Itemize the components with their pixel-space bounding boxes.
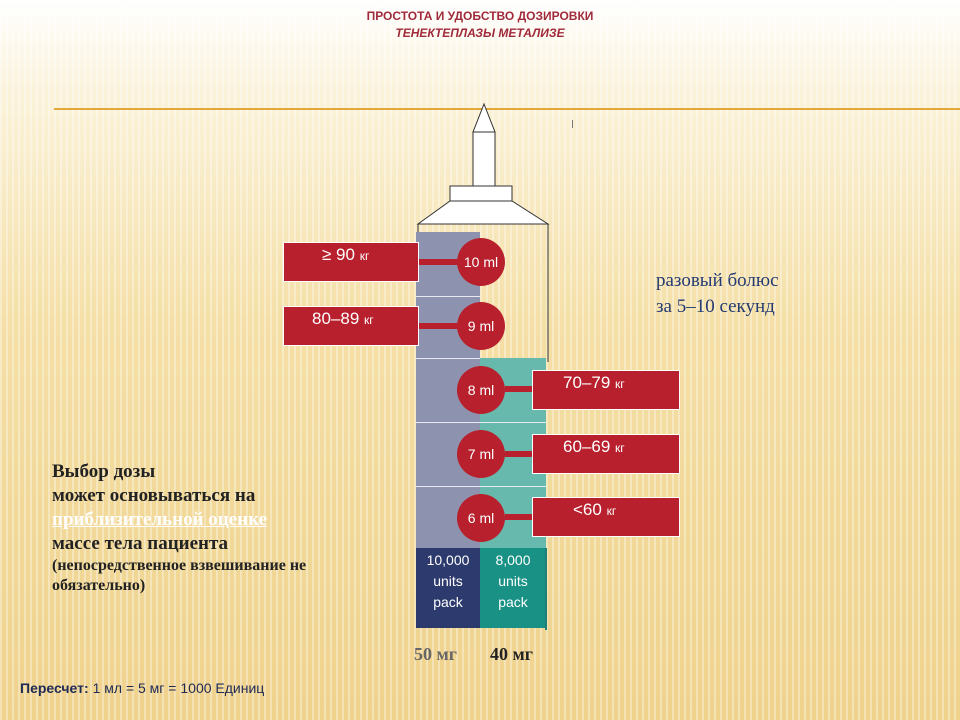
weight-box-90: ≥ 90 кг — [283, 242, 419, 282]
pack-left-line2: units — [433, 573, 463, 589]
connector — [505, 451, 535, 457]
bolus-note: разовый болюс за 5–10 секунд — [656, 268, 779, 320]
dose-circle-7ml: 7 ml — [457, 430, 505, 478]
choice-line6: обязательно) — [52, 577, 146, 594]
weight-unit: кг — [359, 249, 370, 263]
choice-line2: может основываться на — [52, 485, 256, 506]
pack-right-line1: 8,000 — [495, 552, 531, 568]
mg-label-left: 50 мг — [414, 644, 457, 664]
dose-circle-6ml: 6 ml — [457, 494, 505, 542]
choice-line5: (непосредственное взвешивание не — [52, 557, 307, 574]
syringe-needle — [472, 131, 496, 187]
graduation-separator — [416, 358, 480, 359]
weight-label: ≥ 90 — [322, 245, 355, 264]
choice-line1: Выбор дозы — [52, 461, 156, 482]
pack-left-line3: pack — [433, 594, 463, 610]
conversion-text: 1 мл = 5 мг = 1000 Единиц — [92, 680, 265, 696]
weight-unit: кг — [615, 377, 625, 391]
pack-right-line2: units — [498, 573, 528, 589]
weight-box-70-79: 70–79 кг — [532, 370, 680, 410]
tick-mark — [572, 120, 573, 128]
weight-label: <60 — [573, 500, 602, 519]
weight-label: 60–69 — [563, 437, 611, 456]
pack-right-line3: pack — [498, 594, 528, 610]
weight-unit: кг — [606, 504, 617, 518]
graduation-separator — [416, 296, 480, 297]
conversion-note: Пересчет: 1 мл = 5 мг = 1000 Единиц — [20, 680, 264, 696]
weight-unit: кг — [364, 313, 374, 327]
teal-edge — [545, 548, 547, 630]
mg-label-right: 40 мг — [490, 644, 533, 664]
weight-box-80-89: 80–89 кг — [283, 306, 419, 346]
syringe-shoulder — [416, 200, 550, 225]
graduation-separator — [416, 422, 546, 423]
choice-line3: приблизительной оценке — [52, 509, 268, 530]
conversion-label: Пересчет: — [20, 680, 89, 696]
weight-label: 70–79 — [563, 373, 611, 392]
syringe-needle-tip — [472, 102, 496, 133]
bolus-line2: за 5–10 секунд — [656, 296, 775, 317]
bolus-line1: разовый болюс — [656, 270, 779, 291]
weight-box-under-60: <60 кг — [532, 497, 680, 537]
dose-circle-10ml: 10 ml — [457, 238, 505, 286]
connector — [505, 514, 535, 520]
choice-line4: массе тела пациента — [52, 533, 229, 554]
syringe-hub — [449, 185, 513, 202]
weight-unit: кг — [615, 441, 625, 455]
pack-left-line1: 10,000 — [426, 552, 470, 568]
accent-line — [54, 108, 960, 110]
dose-choice-note: Выбор дозы может основываться на приблиз… — [52, 460, 306, 596]
dose-circle-9ml: 9 ml — [457, 302, 505, 350]
weight-box-60-69: 60–69 кг — [532, 434, 680, 474]
pack-8000: 8,000 units pack — [480, 548, 546, 628]
weight-label: 80–89 — [312, 309, 360, 328]
connector — [418, 323, 462, 329]
graduation-separator — [416, 486, 546, 487]
slide-title: ПРОСТОТА И УДОБСТВО ДОЗИРОВКИ ТЕНЕКТЕПЛА… — [0, 8, 960, 42]
connector — [418, 259, 462, 265]
pack-10000: 10,000 units pack — [416, 548, 480, 628]
title-line1: ПРОСТОТА И УДОБСТВО ДОЗИРОВКИ — [366, 9, 594, 23]
title-line2: ТЕНЕКТЕПЛАЗЫ МЕТАЛИЗЕ — [395, 26, 565, 40]
dose-circle-8ml: 8 ml — [457, 366, 505, 414]
connector — [505, 386, 535, 392]
